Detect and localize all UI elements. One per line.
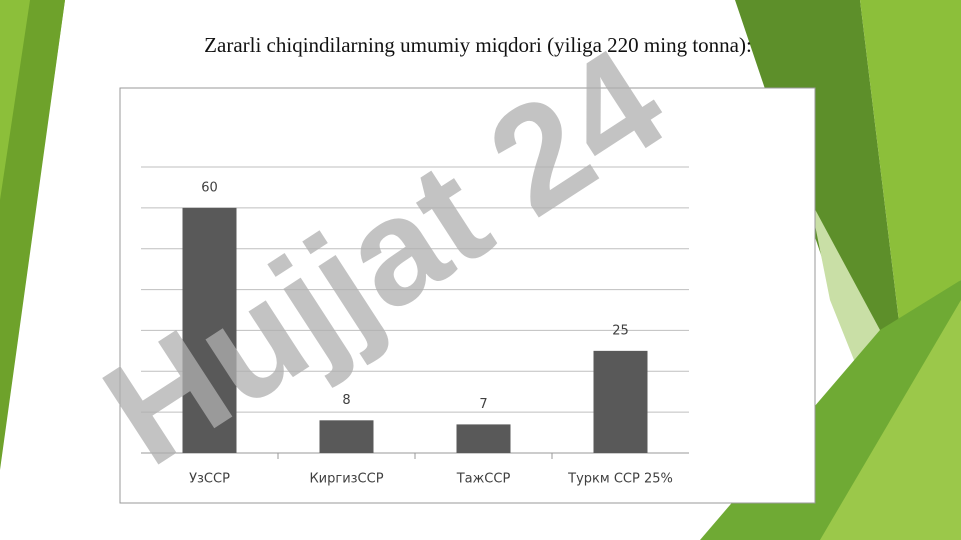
- value-label: 7: [479, 397, 487, 412]
- decor: [0, 0, 65, 470]
- x-tick-label: КиргизССР: [309, 472, 383, 487]
- chart-title: Zararli chiqindilarning umumiy miqdori (…: [204, 33, 752, 57]
- bar: [319, 420, 374, 453]
- decor: [820, 300, 961, 540]
- value-label: 25: [612, 323, 629, 338]
- decor: [810, 200, 880, 400]
- x-tick-label: ТажССР: [456, 472, 511, 487]
- bar: [456, 424, 511, 453]
- x-tick-label: Туркм ССР 25%: [567, 472, 673, 487]
- x-tick-label: УзССР: [189, 472, 230, 487]
- bar: [593, 350, 648, 453]
- value-label: 8: [342, 393, 350, 408]
- plot: УзССР 60 КиргизССР 8 ТажССР 7 Туркм ССР 25% 25: [141, 166, 689, 487]
- value-label: 60: [201, 180, 218, 195]
- bar: [182, 207, 237, 453]
- decor: [860, 0, 961, 330]
